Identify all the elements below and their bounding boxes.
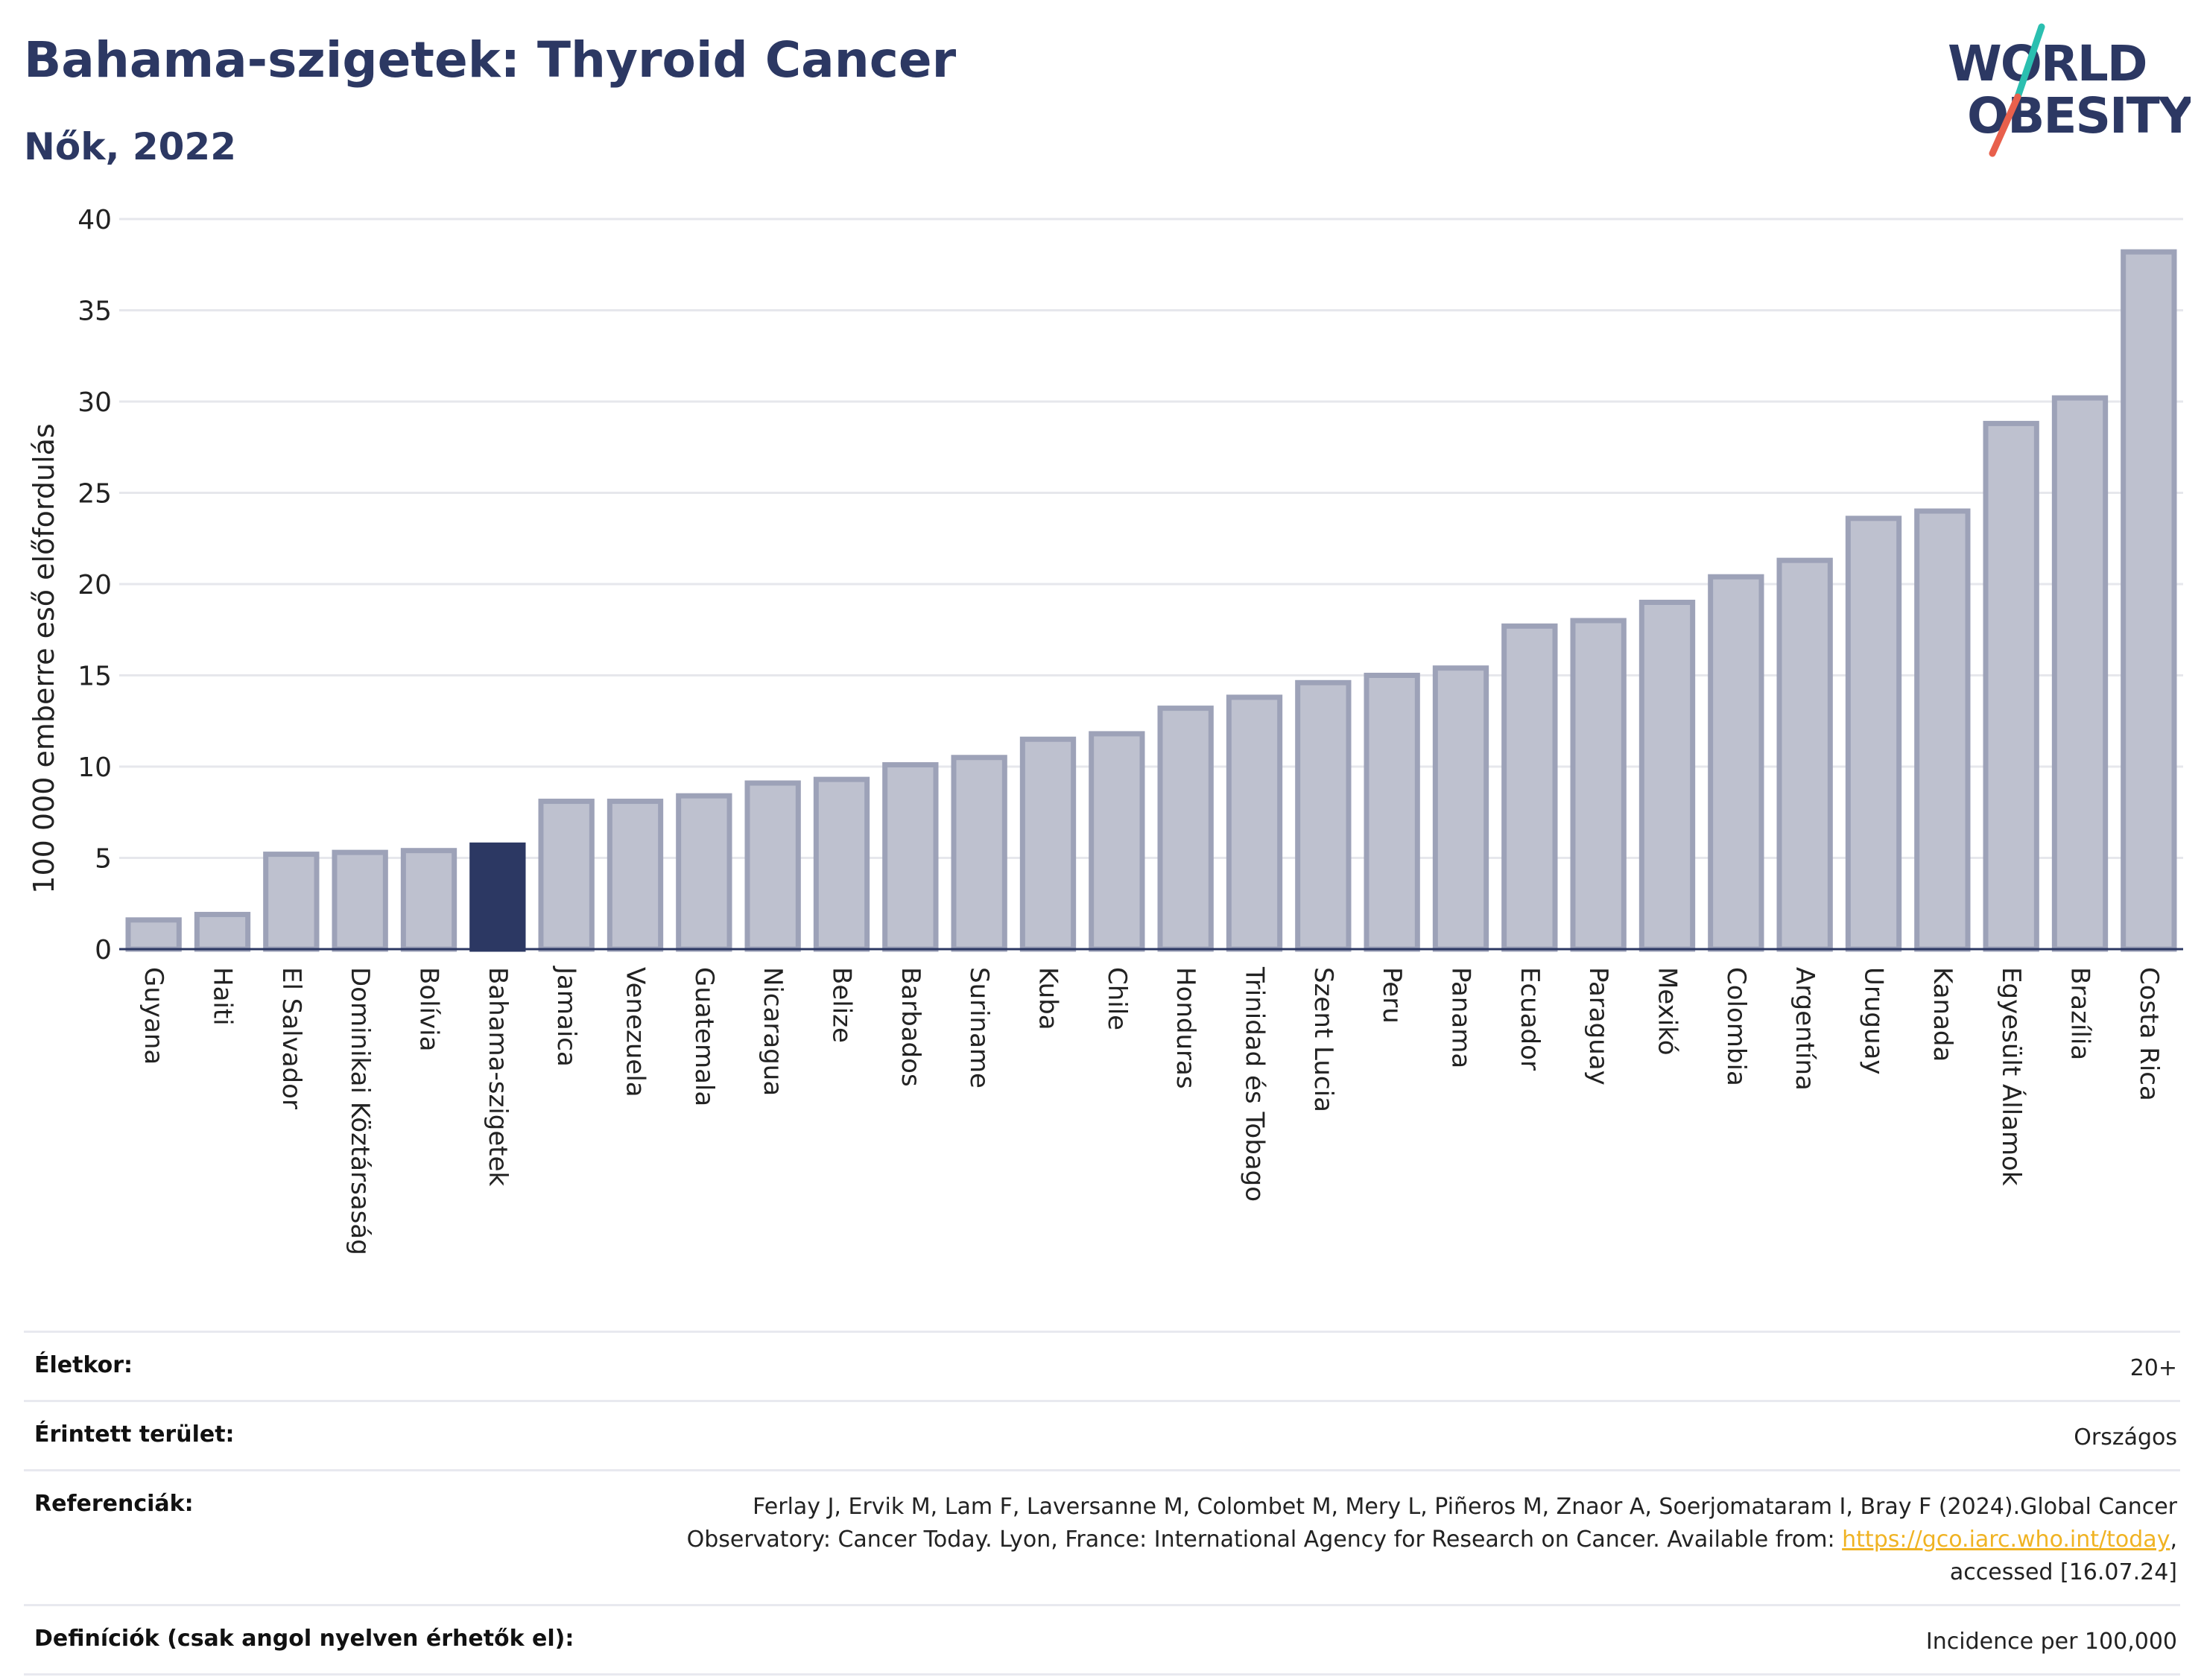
bar-el-salvador[interactable] [263,852,320,952]
meta-key-definitions: Definíciók (csak angol nyelven érhetők e… [34,1626,574,1652]
bar-brazília[interactable] [2051,395,2109,952]
bar-kanada[interactable] [1914,508,1971,952]
y-tick-label: 35 [77,297,112,327]
x-tick-label: Colombia [1721,967,1751,1086]
x-tick-label: Kuba [1033,967,1063,1030]
bar-chile[interactable] [1089,731,1145,952]
bar-barbados[interactable] [882,762,939,952]
x-tick-label: Trinidad és Tobago [1240,966,1270,1202]
bar-trinidad-és-tobago[interactable] [1226,694,1283,952]
reference-accessed: , accessed [16.07.24] [1949,1527,2177,1585]
bar-panama[interactable] [1432,665,1489,952]
chart-subtitle: Nők, 2022 [24,125,237,168]
reference-text: Ferlay J, Ervik M, Lam F, Laversanne M, … [686,1494,2177,1553]
bar-paraguay[interactable] [1570,618,1627,952]
chart-title: Bahama-szigetek: Thyroid Cancer [24,31,957,89]
bar-bahama-szigetek[interactable] [469,842,526,952]
x-tick-label: Brazília [2065,967,2095,1060]
x-tick-label: Bolívia [414,967,444,1051]
meta-row-references: Referenciák: Ferlay J, Ervik M, Lam F, L… [24,1469,2180,1604]
y-tick-label: 0 [95,935,112,966]
x-tick-label: Guatemala [689,967,719,1106]
y-tick-label: 20 [77,570,112,600]
bar-guyana[interactable] [125,917,182,952]
x-tick-label: Ecuador [1515,967,1545,1071]
meta-key-area: Érintett terület: [34,1421,235,1448]
metadata-table: Életkor: 20+ Érintett terület: Országos … [24,1331,2180,1676]
bar-egyesült-államok[interactable] [1983,420,2039,952]
x-tick-label: Venezuela [621,967,650,1097]
meta-value-age: 20+ [2129,1355,2177,1381]
y-tick-label: 5 [95,844,112,875]
bar-honduras[interactable] [1157,706,1214,952]
y-tick-label: 40 [77,205,112,235]
meta-key-references: Referenciák: [34,1491,194,1517]
x-tick-label: Kanada [1928,967,1957,1062]
x-tick-label: Honduras [1171,967,1200,1089]
x-tick-label: Peru [1377,967,1407,1024]
x-tick-label: Mexikó [1653,967,1682,1056]
x-tick-label: Barbados [896,967,925,1087]
bar-belize[interactable] [813,776,870,952]
y-tick-label: 25 [77,479,112,510]
meta-value-definitions: Incidence per 100,000 [1925,1629,2177,1655]
x-tick-label: Costa Rica [2134,967,2164,1101]
meta-row-definitions: Definíciók (csak angol nyelven érhetők e… [24,1604,2180,1676]
y-tick-label: 30 [77,387,112,418]
bar-mexikó[interactable] [1638,600,1696,952]
bar-szent-lucia[interactable] [1295,679,1352,952]
bar-kuba[interactable] [1019,736,1077,952]
meta-value-references: Ferlay J, Ervik M, Lam F, Laversanne M, … [612,1491,2180,1589]
meta-value-area: Országos [2074,1424,2177,1451]
y-axis-title: 100 000 emberre eső előfordulás [28,423,60,893]
x-tick-label: Panama [1446,967,1476,1068]
x-tick-label: Nicaragua [758,967,788,1096]
bar-argentína[interactable] [1776,557,1833,952]
bar-colombia[interactable] [1708,574,1764,952]
y-tick-label: 15 [77,662,112,692]
bar-guatemala[interactable] [676,793,732,952]
x-tick-label: Bahama-szigetek [483,967,513,1187]
reference-link[interactable]: https://gco.iarc.who.int/today [1842,1527,2170,1553]
x-tick-label: Jamaica [551,966,581,1067]
logo-slash-red [1989,93,2021,157]
x-tick-label: Uruguay [1859,967,1889,1075]
logo-line-1: WORLD [1948,35,2147,92]
bar-ecuador[interactable] [1501,623,1558,952]
x-tick-label: Paraguay [1583,967,1613,1085]
bar-jamaica[interactable] [538,799,595,952]
meta-key-age: Életkor: [34,1352,133,1378]
bar-haiti[interactable] [194,911,251,952]
meta-row-area: Érintett terület: Országos [24,1400,2180,1469]
x-tick-label: Egyesült Államok [1996,967,2027,1186]
bar-chart: 0 5 10 15 20 25 30 35 40 Guyana Haiti El Salvador Do… [28,205,2183,1255]
x-tick-label: Belize [827,967,857,1043]
bar-uruguay[interactable] [1845,516,1902,952]
bar-venezuela[interactable] [607,799,664,952]
x-tick-label: Argentína [1790,967,1820,1091]
world-obesity-logo: WORLD OBESITY [1948,23,2191,157]
bar-dominikai-köztársaság[interactable] [332,849,388,952]
bar-bolívia[interactable] [400,848,457,952]
x-tick-label: Suriname [964,967,994,1088]
x-tick-label: El Salvador [276,967,306,1109]
x-tick-label: Szent Lucia [1308,967,1338,1112]
x-tick-label: Chile [1102,967,1132,1030]
x-tick-label: Haiti [208,967,238,1026]
logo-slash-teal [2014,23,2045,101]
x-tick-label: Dominikai Köztársaság [345,967,375,1255]
bar-suriname[interactable] [951,755,1007,952]
meta-row-age: Életkor: 20+ [24,1331,2180,1400]
x-tick-label: Guyana [139,967,168,1065]
bar-peru[interactable] [1364,673,1420,952]
bar-nicaragua[interactable] [744,780,801,952]
y-tick-label: 10 [77,752,112,783]
bar-costa-rica[interactable] [2121,249,2177,952]
